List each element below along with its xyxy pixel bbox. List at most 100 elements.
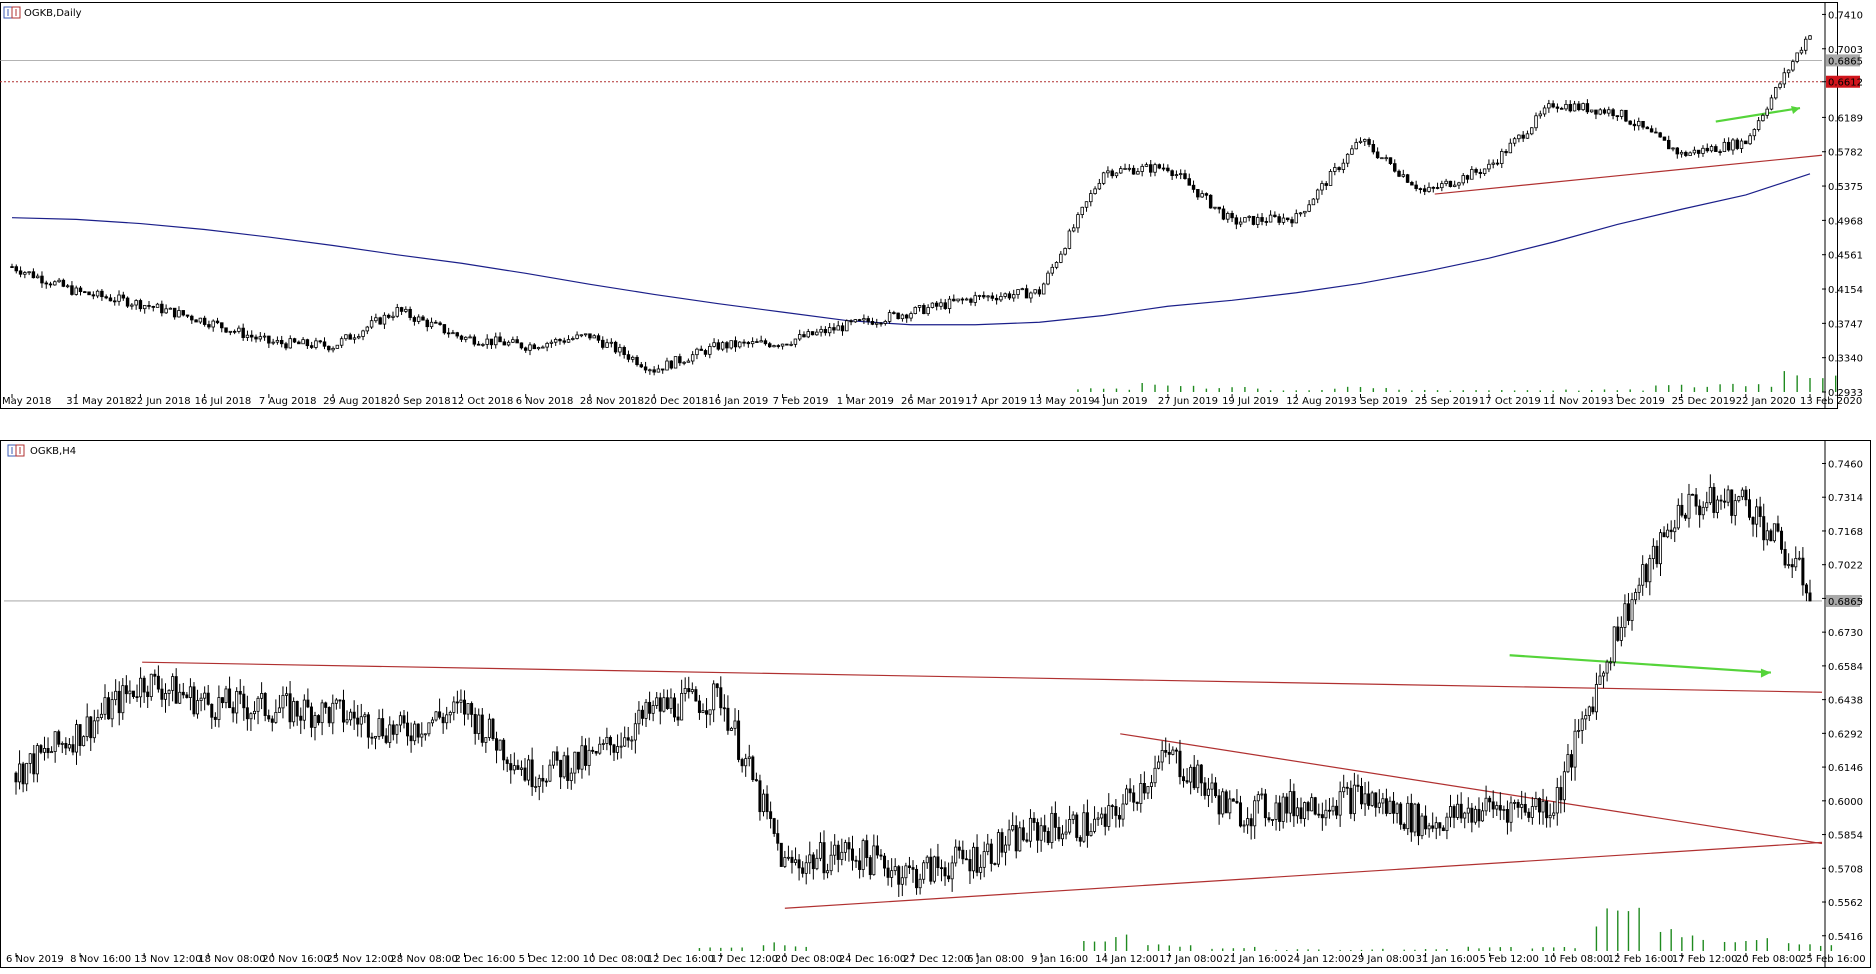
candle-body [904, 865, 908, 879]
candle-body [1224, 791, 1228, 814]
candle-body [1666, 529, 1670, 538]
candle-body [361, 330, 365, 337]
candle-body [171, 676, 175, 691]
candle-body [939, 867, 943, 870]
candle-body [1281, 217, 1286, 223]
candle-body [245, 707, 249, 720]
candle-body [1534, 115, 1538, 129]
candle-body [1103, 813, 1107, 827]
candle-body [612, 744, 616, 753]
candle-body [1226, 212, 1230, 220]
candle-body [1106, 170, 1110, 174]
candle-body [566, 755, 570, 781]
candle-body [1160, 750, 1164, 763]
candle-body [57, 279, 61, 283]
candle-body [1527, 811, 1531, 818]
candle-body [1655, 545, 1659, 565]
y-tick-label: 0.7314 [1828, 493, 1863, 504]
current-price-tag [1826, 54, 1860, 67]
candle-body [665, 360, 669, 371]
candle-body [591, 749, 595, 752]
candle-body [793, 338, 798, 345]
candle-body [1028, 817, 1032, 842]
candle-body [1769, 97, 1774, 110]
x-tick-label: 29 Jan 08:00 [1352, 954, 1415, 965]
candle-body [455, 332, 459, 337]
candle-body [1221, 208, 1226, 220]
h4-chart-panel[interactable]: OGKB,H4 0.74600.73140.71680.70220.68760.… [0, 440, 1871, 968]
candle-body [1487, 163, 1491, 170]
x-tick-label: 20 Dec 08:00 [775, 954, 842, 965]
candle-body [879, 322, 883, 325]
x-tick-label: 16 Jul 2018 [195, 396, 252, 407]
candle-body [562, 755, 566, 778]
candle-body [1513, 802, 1517, 804]
candle-body [1363, 793, 1367, 805]
candle-body [374, 317, 378, 322]
candle-body [1765, 108, 1769, 116]
candle-body [680, 693, 684, 721]
candle-body [893, 866, 897, 872]
candle-body [1153, 164, 1157, 173]
candle-body [896, 312, 900, 320]
candle-body [678, 356, 682, 364]
candle-body [327, 707, 331, 724]
candle-body [1542, 107, 1547, 115]
candle-body [146, 691, 150, 697]
candle-body [1153, 767, 1157, 784]
candle-body [190, 315, 194, 321]
candle-body [553, 339, 558, 343]
candle-body [1192, 766, 1196, 789]
candle-body [1676, 504, 1680, 529]
candle-body [720, 342, 725, 350]
y-tick-label: 0.3340 [1828, 354, 1863, 365]
candle-body [395, 724, 399, 735]
candle-body [890, 870, 894, 878]
candle-body [416, 316, 421, 322]
candle-body [416, 723, 420, 738]
candle-body [786, 856, 790, 859]
candle-body [1328, 171, 1333, 186]
x-tick-label: 31 May 2018 [66, 396, 131, 407]
candle-body [827, 327, 832, 334]
candle-body [1183, 173, 1187, 179]
candle-body [147, 305, 151, 307]
candle-body [53, 731, 57, 752]
candle-body [1466, 807, 1470, 814]
candle-body [1504, 150, 1508, 154]
candle-body [163, 693, 168, 700]
candle-body [1125, 788, 1129, 805]
candle-body [1555, 787, 1559, 814]
candle-body [618, 346, 622, 353]
candle-body [434, 321, 438, 324]
candle-body [939, 302, 943, 307]
candle-body [348, 334, 352, 340]
candle-body [516, 765, 520, 770]
candle-body [344, 334, 348, 340]
candle-body [1036, 822, 1040, 841]
candle-body [1609, 661, 1613, 664]
candle-body [1235, 800, 1239, 804]
candle-body [694, 689, 698, 702]
candle-body [982, 851, 986, 868]
candle-body [297, 341, 301, 345]
candle-body [652, 369, 656, 373]
candle-body [1637, 584, 1641, 593]
candle-body [181, 691, 185, 696]
candle-body [637, 709, 641, 725]
candle-body [1210, 782, 1214, 790]
candle-body [708, 709, 712, 715]
candle-body [755, 341, 759, 343]
candle-body [592, 335, 596, 339]
x-tick-label: 6 Jan 08:00 [967, 954, 1024, 965]
y-tick-label: 0.3747 [1828, 319, 1863, 330]
candle-body [1801, 557, 1805, 586]
candle-body [729, 340, 733, 349]
candle-body [1114, 172, 1119, 177]
daily-chart-panel[interactable]: OGKB,Daily 0.7410 0.7003 0.6612 0.6189 0.578… [0, 2, 1863, 409]
candle-body [673, 356, 678, 369]
candle-body [472, 336, 477, 345]
candle-body [1350, 148, 1354, 155]
candle-body [267, 335, 271, 344]
candle-body [783, 857, 787, 867]
